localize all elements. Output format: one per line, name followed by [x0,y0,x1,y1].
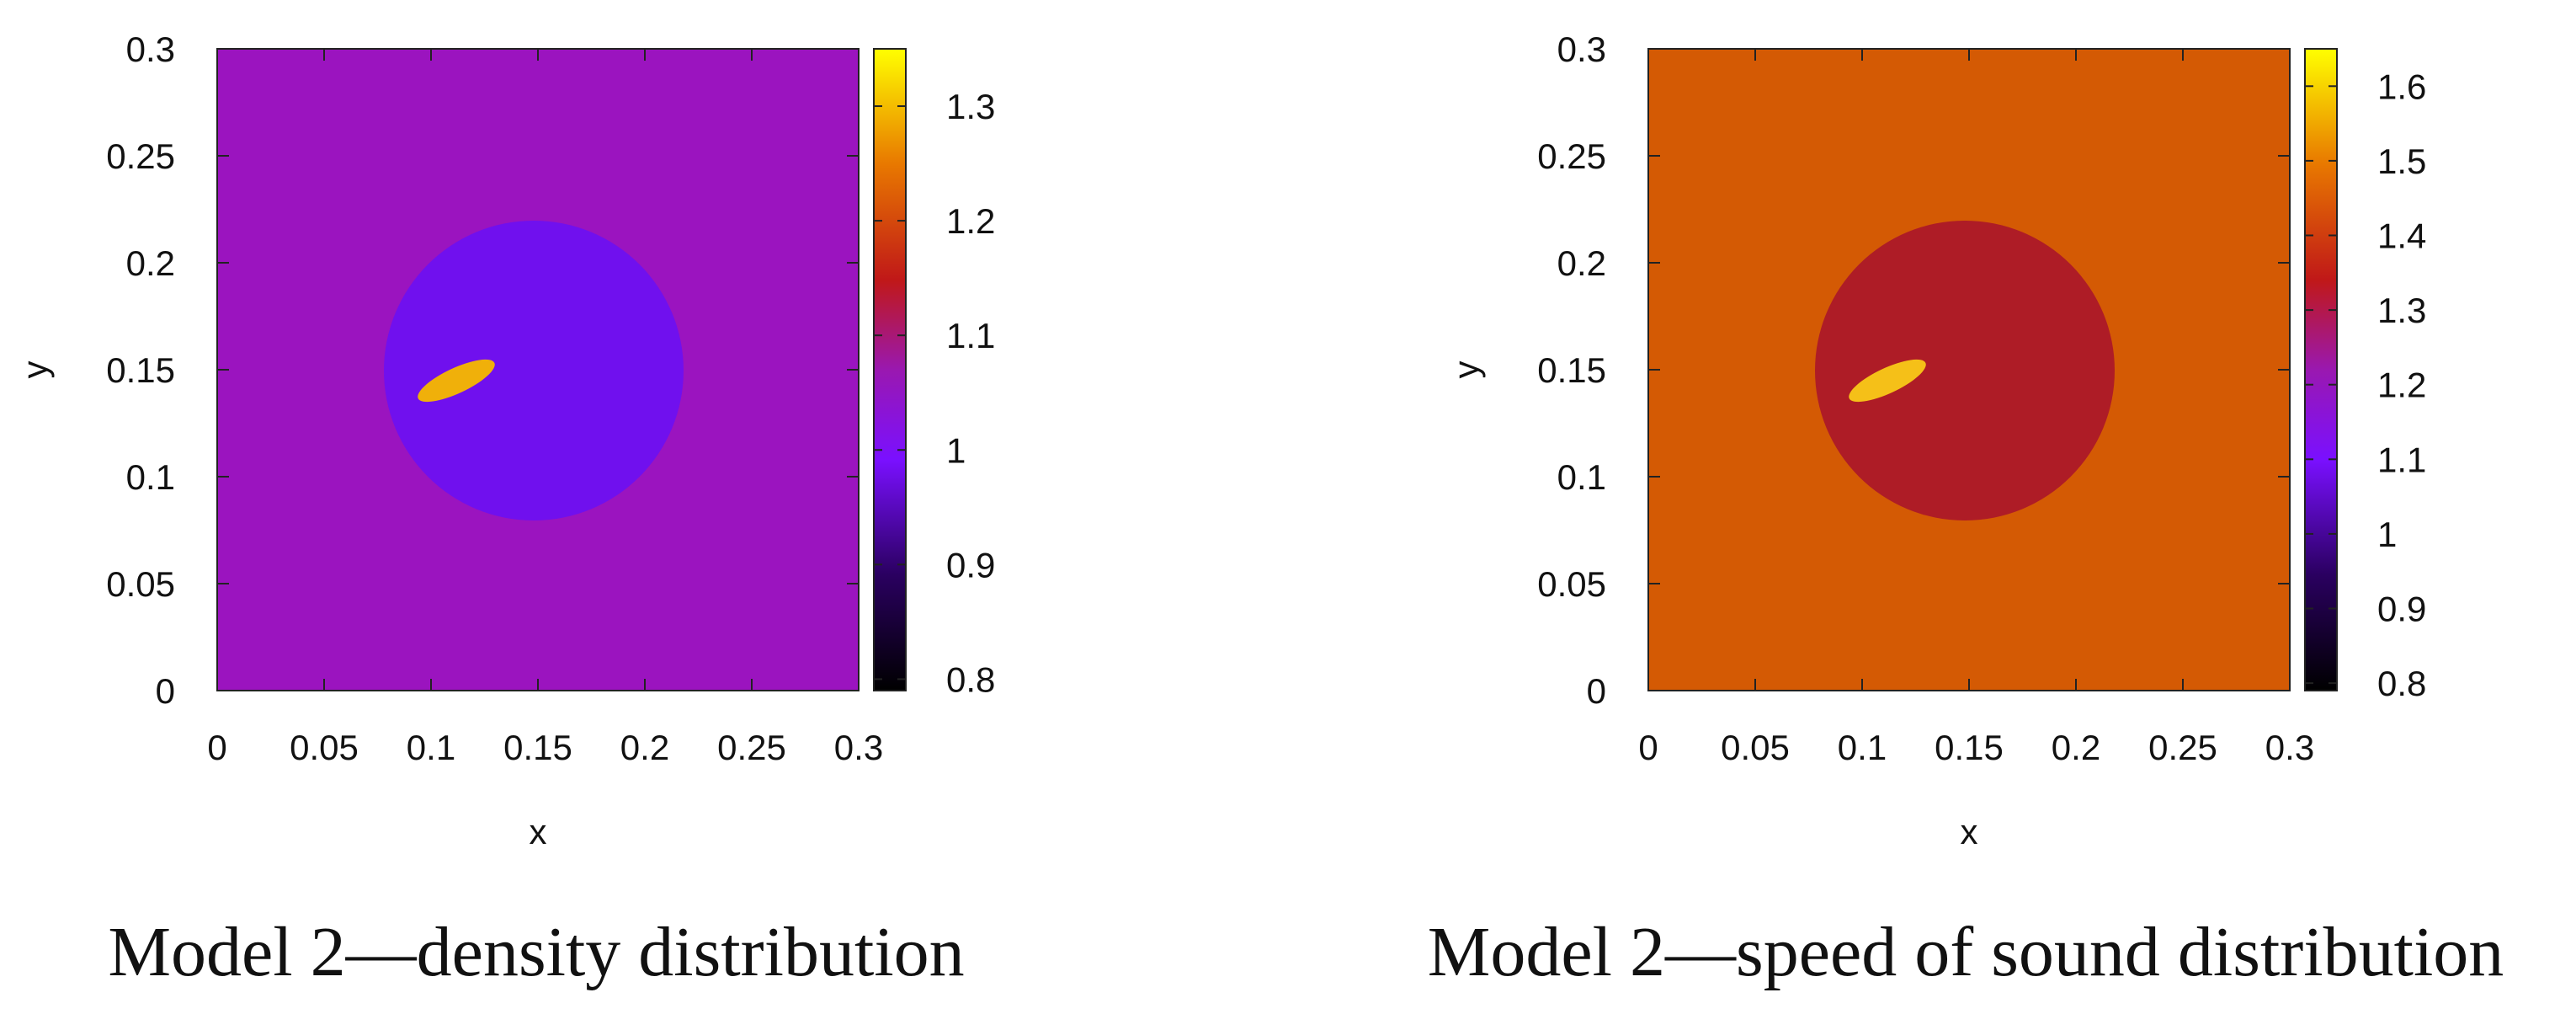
density-x-axis-label: x [530,812,547,851]
sound-speed-colorbar [2304,48,2338,691]
density-circle-region [384,221,684,520]
density-y-tick-label: 0.25 [106,136,175,176]
sound-speed-x-tick-label: 0.3 [2265,728,2314,767]
sound-speed-colorbar-tick-label: 1.3 [2377,291,2426,330]
sound-speed-y-tick-label: 0.15 [1537,350,1606,390]
density-colorbar-tick-label: 0.9 [946,545,995,584]
density-x-tick-label: 0 [207,728,226,767]
density-colorbar [873,48,907,691]
sound-speed-inclusion-region [1849,359,1926,403]
sound-speed-colorbar-ticks: 0.8 0.9 1 1.1 1.2 1.3 1.4 1.5 1.6 [2305,67,2426,703]
sound-speed-colorbar-tick-label: 0.8 [2377,664,2426,703]
sound-speed-y-axis-label: y [1446,361,1486,379]
density-colorbar-ticks: 0.8 0.9 1 1.1 1.2 1.3 [874,87,995,699]
sound-speed-x-tick-label: 0.2 [2052,728,2100,767]
density-inclusion-region [418,359,495,403]
sound-speed-y-tick-label: 0.2 [1557,243,1606,283]
sound-speed-x-tick-label: 0.15 [1935,728,2004,767]
sound-speed-caption: Model 2—speed of sound distribution [1428,913,2504,991]
density-panel: 0 0.05 0.1 0.15 0.2 0.25 0.3 0 0.05 0.1 0.15 0.2 0.… [15,29,995,991]
density-colorbar-tick-label: 1 [946,430,966,470]
sound-speed-plot-area [1647,48,2291,691]
density-caption: Model 2—density distribution [108,913,964,991]
sound-speed-y-tick-label: 0 [1587,671,1606,711]
sound-speed-circle-region [1815,221,2115,520]
density-colorbar-tick-label: 1.2 [946,201,995,241]
sound-speed-y-tick-label: 0.1 [1557,457,1606,497]
density-y-tick-label: 0.2 [126,243,175,283]
density-x-tick-label: 0.3 [834,728,883,767]
density-x-tick-label: 0.2 [620,728,669,767]
density-x-tick-label: 0.1 [407,728,455,767]
sound-speed-x-axis-label: x [1961,812,1978,851]
sound-speed-x-tick-label: 0.05 [1721,728,1790,767]
density-y-tick-label: 0.15 [106,350,175,390]
sound-speed-colorbar-tick-label: 1.4 [2377,216,2426,256]
density-plot-area [216,48,860,691]
density-y-tick-label: 0.1 [126,457,175,497]
sound-speed-panel: 0 0.05 0.1 0.15 0.2 0.25 0.3 0 0.05 0.1 0.15 0.2 0.… [1428,29,2504,991]
sound-speed-colorbar-tick-label: 0.9 [2377,590,2426,629]
sound-speed-x-tick-label: 0.25 [2148,728,2217,767]
sound-speed-y-tick-label: 0.25 [1537,136,1606,176]
sound-speed-y-ticks: 0 0.05 0.1 0.15 0.2 0.25 0.3 [1537,29,2290,711]
density-colorbar-tick-label: 0.8 [946,659,995,699]
sound-speed-colorbar-tick-label: 1 [2377,515,2397,554]
sound-speed-colorbar-tick-label: 1.2 [2377,366,2426,405]
density-y-tick-label: 0 [156,671,175,711]
density-colorbar-tick-label: 1.1 [946,316,995,355]
density-x-tick-label: 0.25 [717,728,786,767]
sound-speed-colorbar-tick-label: 1.5 [2377,141,2426,181]
sound-speed-colorbar-tick-label: 1.6 [2377,67,2426,106]
density-y-ticks: 0 0.05 0.1 0.15 0.2 0.25 0.3 [106,29,859,711]
sound-speed-colorbar-tick-label: 1.1 [2377,440,2426,479]
density-x-ticks: 0 0.05 0.1 0.15 0.2 0.25 0.3 [207,49,883,767]
density-colorbar-tick-label: 1.3 [946,87,995,126]
density-y-axis-label: y [15,361,55,379]
density-y-tick-label: 0.05 [106,564,175,604]
sound-speed-x-tick-label: 0 [1638,728,1658,767]
sound-speed-y-tick-label: 0.3 [1557,29,1606,69]
sound-speed-x-tick-label: 0.1 [1838,728,1887,767]
sound-speed-y-tick-label: 0.05 [1537,564,1606,604]
density-y-tick-label: 0.3 [126,29,175,69]
density-x-tick-label: 0.05 [290,728,359,767]
density-x-tick-label: 0.15 [503,728,572,767]
sound-speed-x-ticks: 0 0.05 0.1 0.15 0.2 0.25 0.3 [1638,49,2314,767]
